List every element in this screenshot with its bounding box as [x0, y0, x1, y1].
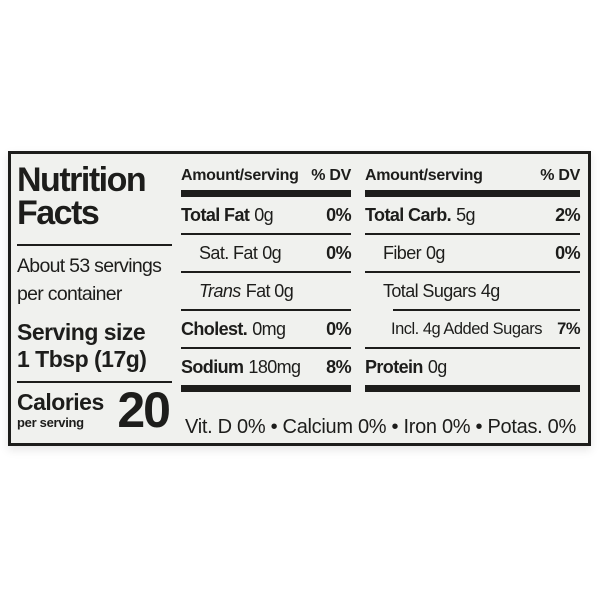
- servings-per-container: About 53 servings per container: [17, 252, 172, 308]
- calories-value: 20: [117, 382, 171, 438]
- nutrient-amount: 4g: [480, 280, 500, 301]
- calories-sublabel: per serving: [17, 415, 84, 430]
- title-divider: [17, 244, 172, 246]
- row-divider: [181, 347, 351, 349]
- nutrient-columns: Amount/serving % DV Total Fat 0g 0% Sat.…: [181, 158, 581, 402]
- nutrient-row-trans-fat: Trans Fat 0g: [181, 273, 351, 309]
- thick-rule: [365, 385, 580, 392]
- nutrient-dv: 2%: [555, 204, 580, 225]
- carb-column-header: Amount/serving % DV: [365, 158, 580, 190]
- thick-rule: [365, 190, 580, 197]
- nutrient-row-sodium: Sodium 180mg 8%: [181, 349, 352, 385]
- servings-line-1: About 53 servings: [17, 255, 162, 277]
- thick-rule: [181, 190, 351, 197]
- fat-column: Amount/serving % DV Total Fat 0g 0% Sat.…: [181, 158, 352, 392]
- nutrient-dv: 0%: [326, 318, 351, 339]
- amount-per-serving-heading: Amount/serving: [181, 167, 299, 184]
- nutrient-name: Fiber: [383, 242, 422, 263]
- nutrient-name: Cholest.: [181, 318, 248, 339]
- nutrient-dv: 0%: [555, 242, 580, 263]
- nutrient-amount: 0g: [262, 242, 282, 263]
- nutrient-amount: Fat 0g: [245, 280, 294, 301]
- fat-column-header: Amount/serving % DV: [181, 158, 351, 190]
- nutrient-dv: 7%: [557, 319, 580, 338]
- micronutrients-line: Vit. D 0% • Calcium 0% • Iron 0% • Potas…: [185, 416, 576, 438]
- serving-size-label: Serving size: [17, 319, 146, 345]
- nutrient-name: Total Sugars: [383, 280, 476, 301]
- row-divider-indented: [393, 309, 580, 311]
- nutrient-row-total-fat: Total Fat 0g 0%: [181, 197, 352, 233]
- nutrient-row-protein: Protein 0g: [365, 349, 580, 385]
- nutrition-facts-label: Nutrition Facts About 53 servings per co…: [8, 151, 591, 446]
- row-divider: [365, 271, 580, 273]
- nutrient-amount: 0g: [254, 204, 274, 225]
- servings-line-2: per container: [17, 283, 122, 305]
- nutrient-name: Sat. Fat: [199, 242, 258, 263]
- row-divider: [365, 233, 580, 235]
- calories-label-group: Calories per serving: [17, 389, 104, 431]
- nutrient-row-cholesterol: Cholest. 0mg 0%: [181, 311, 352, 347]
- serving-size-block: Serving size 1 Tbsp (17g): [17, 319, 172, 373]
- row-divider: [365, 347, 580, 349]
- nutrient-name: Protein: [365, 356, 423, 377]
- nutrition-facts-title: Nutrition Facts: [17, 161, 172, 232]
- nutrient-row-added-sugars: Incl. 4g Added Sugars 7%: [365, 311, 580, 347]
- nutrient-name: Trans: [199, 280, 241, 301]
- carb-column: Amount/serving % DV Total Carb. 5g 2% Fi…: [365, 158, 581, 392]
- title-line-2: Facts: [17, 194, 100, 232]
- nutrient-name: Total Carb.: [365, 204, 452, 225]
- percent-dv-heading: % DV: [311, 167, 351, 184]
- nutrient-amount: 0g: [426, 242, 445, 263]
- thick-rule: [181, 385, 351, 392]
- nutrient-dv: 0%: [326, 204, 351, 225]
- calories-divider: [17, 381, 172, 383]
- nutrient-name: Total Fat: [181, 204, 250, 225]
- calories-block: Calories per serving 20: [17, 382, 172, 438]
- nutrient-dv: 0%: [326, 242, 351, 263]
- nutrient-amount: 180mg: [248, 356, 301, 377]
- nutrient-name: Incl. 4g Added Sugars: [391, 319, 542, 338]
- nutrient-row-total-carb: Total Carb. 5g 2%: [365, 197, 581, 233]
- nutrient-amount: 5g: [456, 204, 475, 225]
- nutrient-dv: 8%: [326, 356, 351, 377]
- title-line-1: Nutrition: [17, 161, 147, 199]
- nutrient-row-total-sugars: Total Sugars 4g: [365, 273, 580, 309]
- row-divider: [181, 309, 351, 311]
- label-left-column: Nutrition Facts About 53 servings per co…: [17, 158, 172, 439]
- label-main-area: Amount/serving % DV Total Fat 0g 0% Sat.…: [181, 158, 581, 439]
- nutrient-row-fiber: Fiber 0g 0%: [365, 235, 581, 271]
- percent-dv-heading: % DV: [540, 167, 580, 184]
- nutrient-amount: 0g: [427, 356, 447, 377]
- serving-size-value: 1 Tbsp (17g): [17, 346, 147, 372]
- row-divider: [181, 233, 351, 235]
- nutrient-name: Sodium: [181, 356, 244, 377]
- row-divider: [181, 271, 351, 273]
- nutrient-amount: 0mg: [252, 318, 286, 339]
- nutrient-row-sat-fat: Sat. Fat 0g 0%: [181, 235, 352, 271]
- calories-label: Calories: [17, 389, 104, 415]
- amount-per-serving-heading: Amount/serving: [365, 167, 483, 184]
